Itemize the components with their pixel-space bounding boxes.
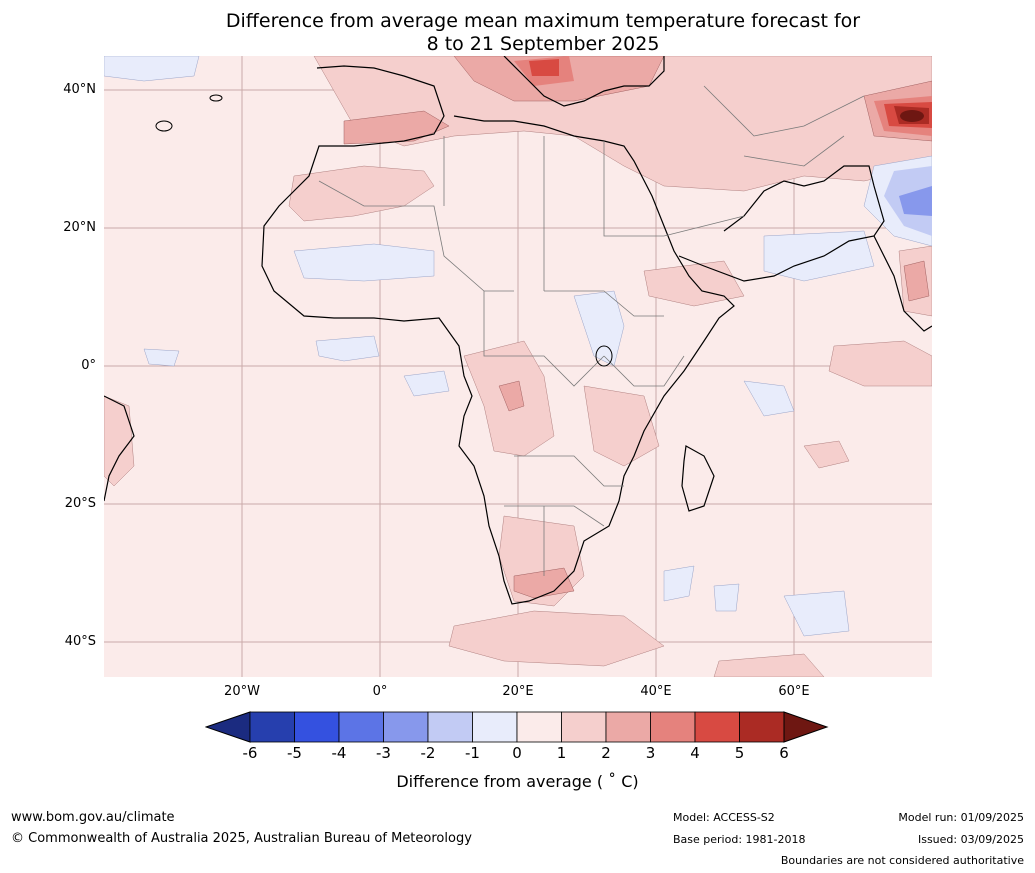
colorbar-cell (739, 711, 785, 743)
footer-model-run: Model run: 01/09/2025 (898, 811, 1024, 824)
islands (155, 94, 613, 367)
lon-label-40e: 40°E (640, 684, 672, 699)
footer-disclaimer: Boundaries are not considered authoritat… (780, 854, 1024, 867)
colorbar-cell (383, 711, 429, 743)
lat-label-20s: 20°S (64, 496, 96, 511)
forecast-map (104, 56, 932, 677)
footer-website[interactable]: www.bom.gov.au/climate (11, 810, 175, 825)
colorbar-tick-label: 3 (645, 744, 656, 762)
colorbar-cell (427, 711, 473, 743)
colorbar-tick-label: 2 (601, 744, 611, 762)
colorbar-tick-label: -4 (331, 744, 347, 762)
footer-base-period: Base period: 1981-2018 (673, 833, 806, 846)
colorbar-cell (516, 711, 562, 743)
lat-label-40n: 40°N (63, 82, 96, 97)
colorbar-cell (472, 711, 518, 743)
lat-label-20n: 20°N (63, 220, 96, 235)
map-panel (104, 56, 932, 677)
colorbar-title: Difference from average ( ˚ C) (396, 772, 639, 791)
lon-label-20w: 20°W (224, 684, 260, 699)
map-title-line1: Difference from average mean maximum tem… (225, 10, 861, 32)
colorbar-cell (561, 711, 607, 743)
lon-label-0: 0° (372, 684, 388, 699)
colorbar-tick-label: 5 (734, 744, 745, 762)
colorbar-cell (605, 711, 651, 743)
colorbar-tick-label: 4 (690, 744, 700, 762)
colorbar-tick-label: -5 (287, 744, 302, 762)
colorbar-tick-label: 6 (779, 744, 789, 762)
colorbar-arrow-high (783, 711, 829, 743)
map-title-line2: 8 to 21 September 2025 (426, 33, 660, 55)
colorbar-tick-label: -6 (242, 744, 258, 762)
coastlines (104, 56, 932, 605)
anomaly-minus3-to-minus2 (899, 186, 932, 216)
colorbar-tick-label: 1 (556, 744, 567, 762)
anomaly-above-6 (900, 110, 924, 122)
colorbar-cell (338, 711, 384, 743)
colorbar-arrow-low (205, 711, 251, 743)
colorbar-tick-label: 0 (512, 744, 522, 762)
colorbar-cell (294, 711, 340, 743)
colorbar-cell (694, 711, 740, 743)
footer-model: Model: ACCESS-S2 (673, 811, 775, 824)
lon-label-60e: 60°E (778, 684, 810, 699)
colorbar-cell (249, 711, 295, 743)
lat-label-40s: 40°S (64, 634, 96, 649)
map-title: Difference from average mean maximum tem… (0, 10, 1035, 56)
footer-copyright: © Commonwealth of Australia 2025, Austra… (11, 831, 472, 846)
lon-label-20e: 20°E (502, 684, 534, 699)
colorbar-cells (205, 711, 829, 743)
colorbar-tick-label: -3 (376, 744, 391, 762)
country-borders (318, 85, 865, 576)
colorbar-tick-label: -1 (465, 744, 480, 762)
footer-issued: Issued: 03/09/2025 (917, 833, 1024, 846)
colorbar (205, 711, 829, 743)
lat-label-0: 0° (81, 358, 96, 373)
colorbar-tick-label: -2 (420, 744, 436, 762)
colorbar-cell (650, 711, 696, 743)
